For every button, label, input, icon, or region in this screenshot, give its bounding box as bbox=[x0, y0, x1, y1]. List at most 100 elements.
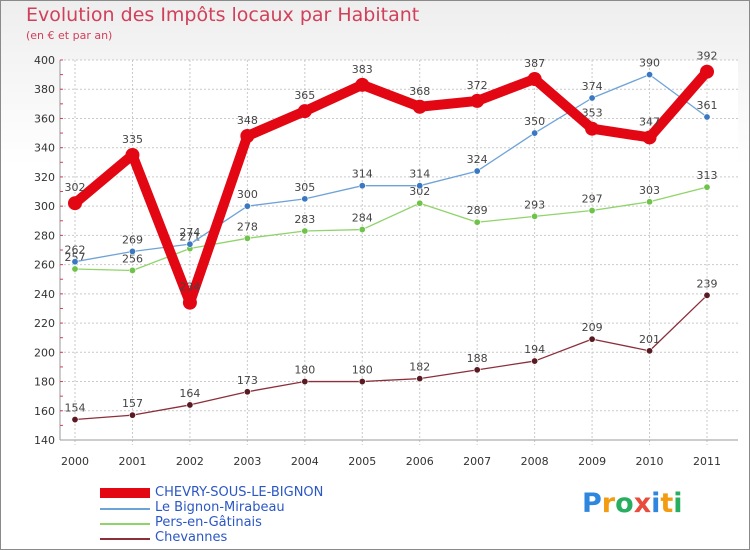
legend-label-chevry: CHEVRY-SOUS-LE-BIGNON bbox=[155, 485, 324, 500]
data-label: 335 bbox=[122, 133, 143, 146]
data-point bbox=[128, 247, 136, 255]
data-point bbox=[473, 167, 481, 175]
series-line bbox=[74, 186, 708, 272]
data-label: 297 bbox=[582, 193, 603, 206]
data-point bbox=[646, 347, 654, 355]
data-point bbox=[128, 411, 136, 419]
y-tick-label: 400 bbox=[34, 54, 55, 67]
legend-swatch-chevannes bbox=[100, 538, 150, 540]
data-label: 314 bbox=[409, 168, 430, 181]
data-label: 201 bbox=[639, 333, 660, 346]
data-label: 284 bbox=[352, 212, 373, 225]
data-point bbox=[412, 99, 427, 114]
y-tick-label: 280 bbox=[34, 229, 55, 242]
y-tick-label: 340 bbox=[34, 142, 55, 155]
data-point bbox=[416, 199, 424, 207]
y-tick-label: 140 bbox=[34, 434, 55, 447]
data-label: 182 bbox=[409, 361, 430, 374]
x-tick-label: 2003 bbox=[233, 455, 261, 468]
data-label: 374 bbox=[582, 80, 603, 93]
data-label: 173 bbox=[237, 374, 258, 387]
data-label: 164 bbox=[179, 387, 200, 400]
y-tick-label: 300 bbox=[34, 200, 55, 213]
x-tick-label: 2005 bbox=[348, 455, 376, 468]
x-tick-label: 2010 bbox=[636, 455, 664, 468]
data-label: 256 bbox=[122, 252, 143, 265]
data-label: 302 bbox=[409, 185, 430, 198]
data-label: 283 bbox=[294, 213, 315, 226]
data-label: 209 bbox=[582, 321, 603, 334]
y-tick-label: 160 bbox=[34, 405, 55, 418]
data-point bbox=[527, 72, 542, 86]
x-tick-label: 2008 bbox=[521, 455, 549, 468]
x-tick-label: 2006 bbox=[406, 455, 434, 468]
legend-swatch-chevry bbox=[100, 488, 150, 498]
data-label: 234 bbox=[179, 281, 200, 294]
data-point bbox=[473, 218, 481, 226]
data-point bbox=[646, 71, 654, 79]
series-line bbox=[74, 294, 708, 421]
proxiti-logo: Proxiti bbox=[582, 488, 683, 519]
logo-letter: t bbox=[660, 488, 674, 519]
legend-label-bignon: Le Bignon-Mirabeau bbox=[155, 500, 285, 515]
data-label: 392 bbox=[697, 50, 718, 63]
data-point bbox=[186, 401, 194, 409]
plot-area bbox=[60, 60, 738, 440]
legend-label-chevannes: Chevannes bbox=[155, 530, 228, 545]
data-label: 314 bbox=[352, 168, 373, 181]
data-point bbox=[182, 295, 197, 310]
data-label: 390 bbox=[639, 57, 660, 70]
data-point bbox=[301, 227, 309, 235]
y-tick-label: 260 bbox=[34, 259, 55, 272]
y-tick-label: 360 bbox=[34, 112, 55, 125]
data-label: 372 bbox=[467, 79, 488, 92]
data-point bbox=[301, 378, 309, 386]
data-label: 365 bbox=[294, 89, 315, 102]
data-label: 293 bbox=[524, 198, 545, 211]
x-tick-label: 2001 bbox=[118, 455, 146, 468]
data-point bbox=[588, 207, 596, 215]
data-label: 194 bbox=[524, 343, 545, 356]
data-point bbox=[71, 265, 79, 273]
data-point bbox=[585, 121, 600, 136]
data-point bbox=[186, 240, 194, 248]
data-point bbox=[588, 335, 596, 343]
data-point bbox=[588, 94, 596, 102]
data-point bbox=[243, 388, 251, 396]
data-label: 262 bbox=[65, 244, 86, 257]
x-tick-label: 2009 bbox=[578, 455, 606, 468]
data-point bbox=[642, 130, 657, 145]
logo-letter: o bbox=[615, 488, 634, 519]
data-label: 300 bbox=[237, 188, 258, 201]
x-tick-label: 2000 bbox=[61, 455, 89, 468]
data-point bbox=[71, 416, 79, 424]
data-point bbox=[358, 182, 366, 190]
series-line bbox=[70, 66, 712, 308]
data-label: 289 bbox=[467, 204, 488, 217]
data-point bbox=[125, 148, 140, 162]
data-point bbox=[355, 77, 370, 92]
data-point bbox=[297, 104, 312, 119]
data-point bbox=[71, 258, 79, 266]
y-tick-label: 320 bbox=[34, 171, 55, 184]
x-tick-label: 2004 bbox=[291, 455, 319, 468]
y-tick-label: 220 bbox=[34, 317, 55, 330]
x-tick-label: 2011 bbox=[693, 455, 721, 468]
data-point bbox=[416, 375, 424, 383]
data-point bbox=[68, 196, 82, 211]
data-label: 180 bbox=[294, 364, 315, 377]
data-point bbox=[703, 291, 711, 299]
data-label: 157 bbox=[122, 397, 143, 410]
data-label: 188 bbox=[467, 352, 488, 365]
data-label: 368 bbox=[409, 85, 430, 98]
y-tick-label: 240 bbox=[34, 288, 55, 301]
legend-swatch-bignon bbox=[100, 508, 150, 510]
data-point bbox=[358, 378, 366, 386]
data-label: 303 bbox=[639, 184, 660, 197]
data-point bbox=[473, 366, 481, 374]
data-point bbox=[358, 226, 366, 234]
y-tick-label: 200 bbox=[34, 346, 55, 359]
chart-title: Evolution des Impôts locaux par Habitant bbox=[26, 4, 420, 26]
data-point bbox=[301, 195, 309, 203]
